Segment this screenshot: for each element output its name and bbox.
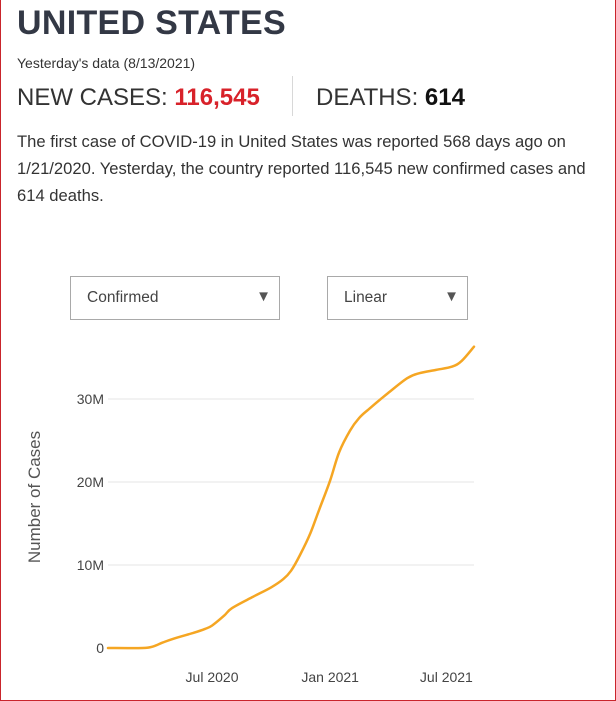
scale-select[interactable]: Linear ▼ (327, 276, 468, 320)
new-cases-value: 116,545 (174, 84, 260, 111)
y-tick-label: 0 (96, 640, 104, 656)
new-cases-label: NEW CASES: (17, 84, 168, 111)
deaths-label: DEATHS: (316, 84, 419, 111)
x-axis-ticks: Jul 2020 Jan 2021 Jul 2021 (186, 669, 474, 685)
y-tick-label: 20M (77, 474, 104, 490)
summary-text: The first case of COVID-19 in United Sta… (17, 132, 586, 205)
new-cases-stat: NEW CASES: 116,545 (17, 84, 260, 112)
grid-lines (108, 398, 474, 566)
metric-select[interactable]: Confirmed ▼ (70, 276, 280, 320)
scale-select-value: Linear (344, 289, 388, 306)
triangle-down-icon: ▼ (444, 288, 459, 305)
stat-divider (292, 76, 293, 116)
x-tick-label: Jul 2020 (186, 669, 239, 685)
deaths-stat: DEATHS: 614 (316, 84, 465, 112)
y-tick-label: 10M (77, 557, 104, 573)
x-tick-label: Jan 2021 (301, 669, 359, 685)
confirmed-cases-line (106, 345, 476, 650)
metric-select-value: Confirmed (87, 289, 159, 306)
cases-line-chart: 0 10M 20M 30M Jul 2020 Jan 2021 Jul 2021 Numb… (25, 345, 476, 685)
triangle-down-icon: ▼ (256, 288, 271, 305)
y-axis-label: Number of Cases (25, 431, 44, 563)
deaths-value: 614 (424, 84, 465, 111)
y-axis-ticks: 0 10M 20M 30M (77, 391, 104, 656)
x-tick-label: Jul 2021 (420, 669, 473, 685)
page-title: UNITED STATES (17, 4, 286, 42)
y-tick-label: 30M (77, 391, 104, 407)
data-date: Yesterday's data (8/13/2021) (17, 55, 196, 71)
